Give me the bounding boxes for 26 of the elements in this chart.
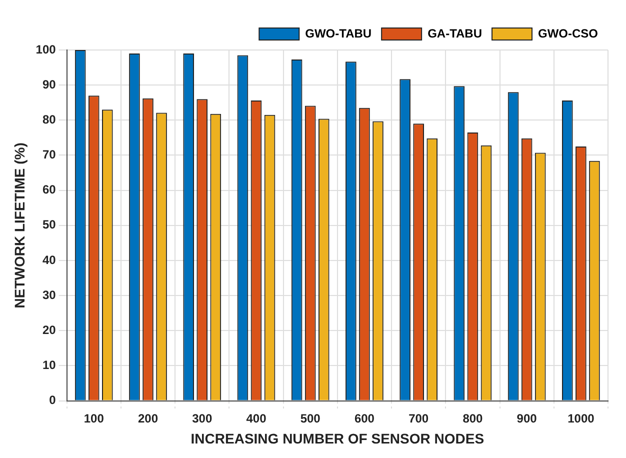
y-tick-label: 100 (36, 42, 56, 56)
y-tick-label: 50 (42, 218, 56, 232)
x-tick-label: 300 (192, 411, 212, 426)
y-tick-label: 10 (42, 358, 56, 372)
x-tick-label: 100 (84, 411, 104, 426)
x-tick-label: 700 (408, 411, 429, 426)
y-axis-title: NETWORK LIFETIME (%) (11, 142, 28, 308)
legend-label: GA-TABU (428, 26, 482, 40)
x-tick-label: 900 (516, 411, 538, 426)
y-tick-label: 90 (42, 77, 56, 92)
y-tick-label: 80 (42, 112, 56, 126)
x-tick-label: 800 (462, 411, 484, 426)
legend-label: GWO-CSO (538, 26, 598, 40)
y-tick-label: 40 (42, 252, 56, 267)
x-tick-label: 1000 (568, 411, 595, 426)
x-tick-label: 500 (300, 411, 321, 426)
y-tick-label: 70 (42, 148, 56, 162)
y-tick-label: 30 (42, 288, 56, 302)
x-tick-label: 400 (246, 411, 267, 426)
y-tick-label: 20 (42, 322, 56, 337)
x-tick-label: 200 (138, 411, 158, 426)
legend-label: GWO-TABU (305, 26, 372, 40)
x-axis-title: INCREASING NUMBER OF SENSOR NODES (190, 430, 484, 446)
y-tick-label: 60 (42, 182, 56, 197)
x-tick-label: 600 (354, 411, 375, 426)
y-tick-label: 0 (49, 393, 56, 408)
